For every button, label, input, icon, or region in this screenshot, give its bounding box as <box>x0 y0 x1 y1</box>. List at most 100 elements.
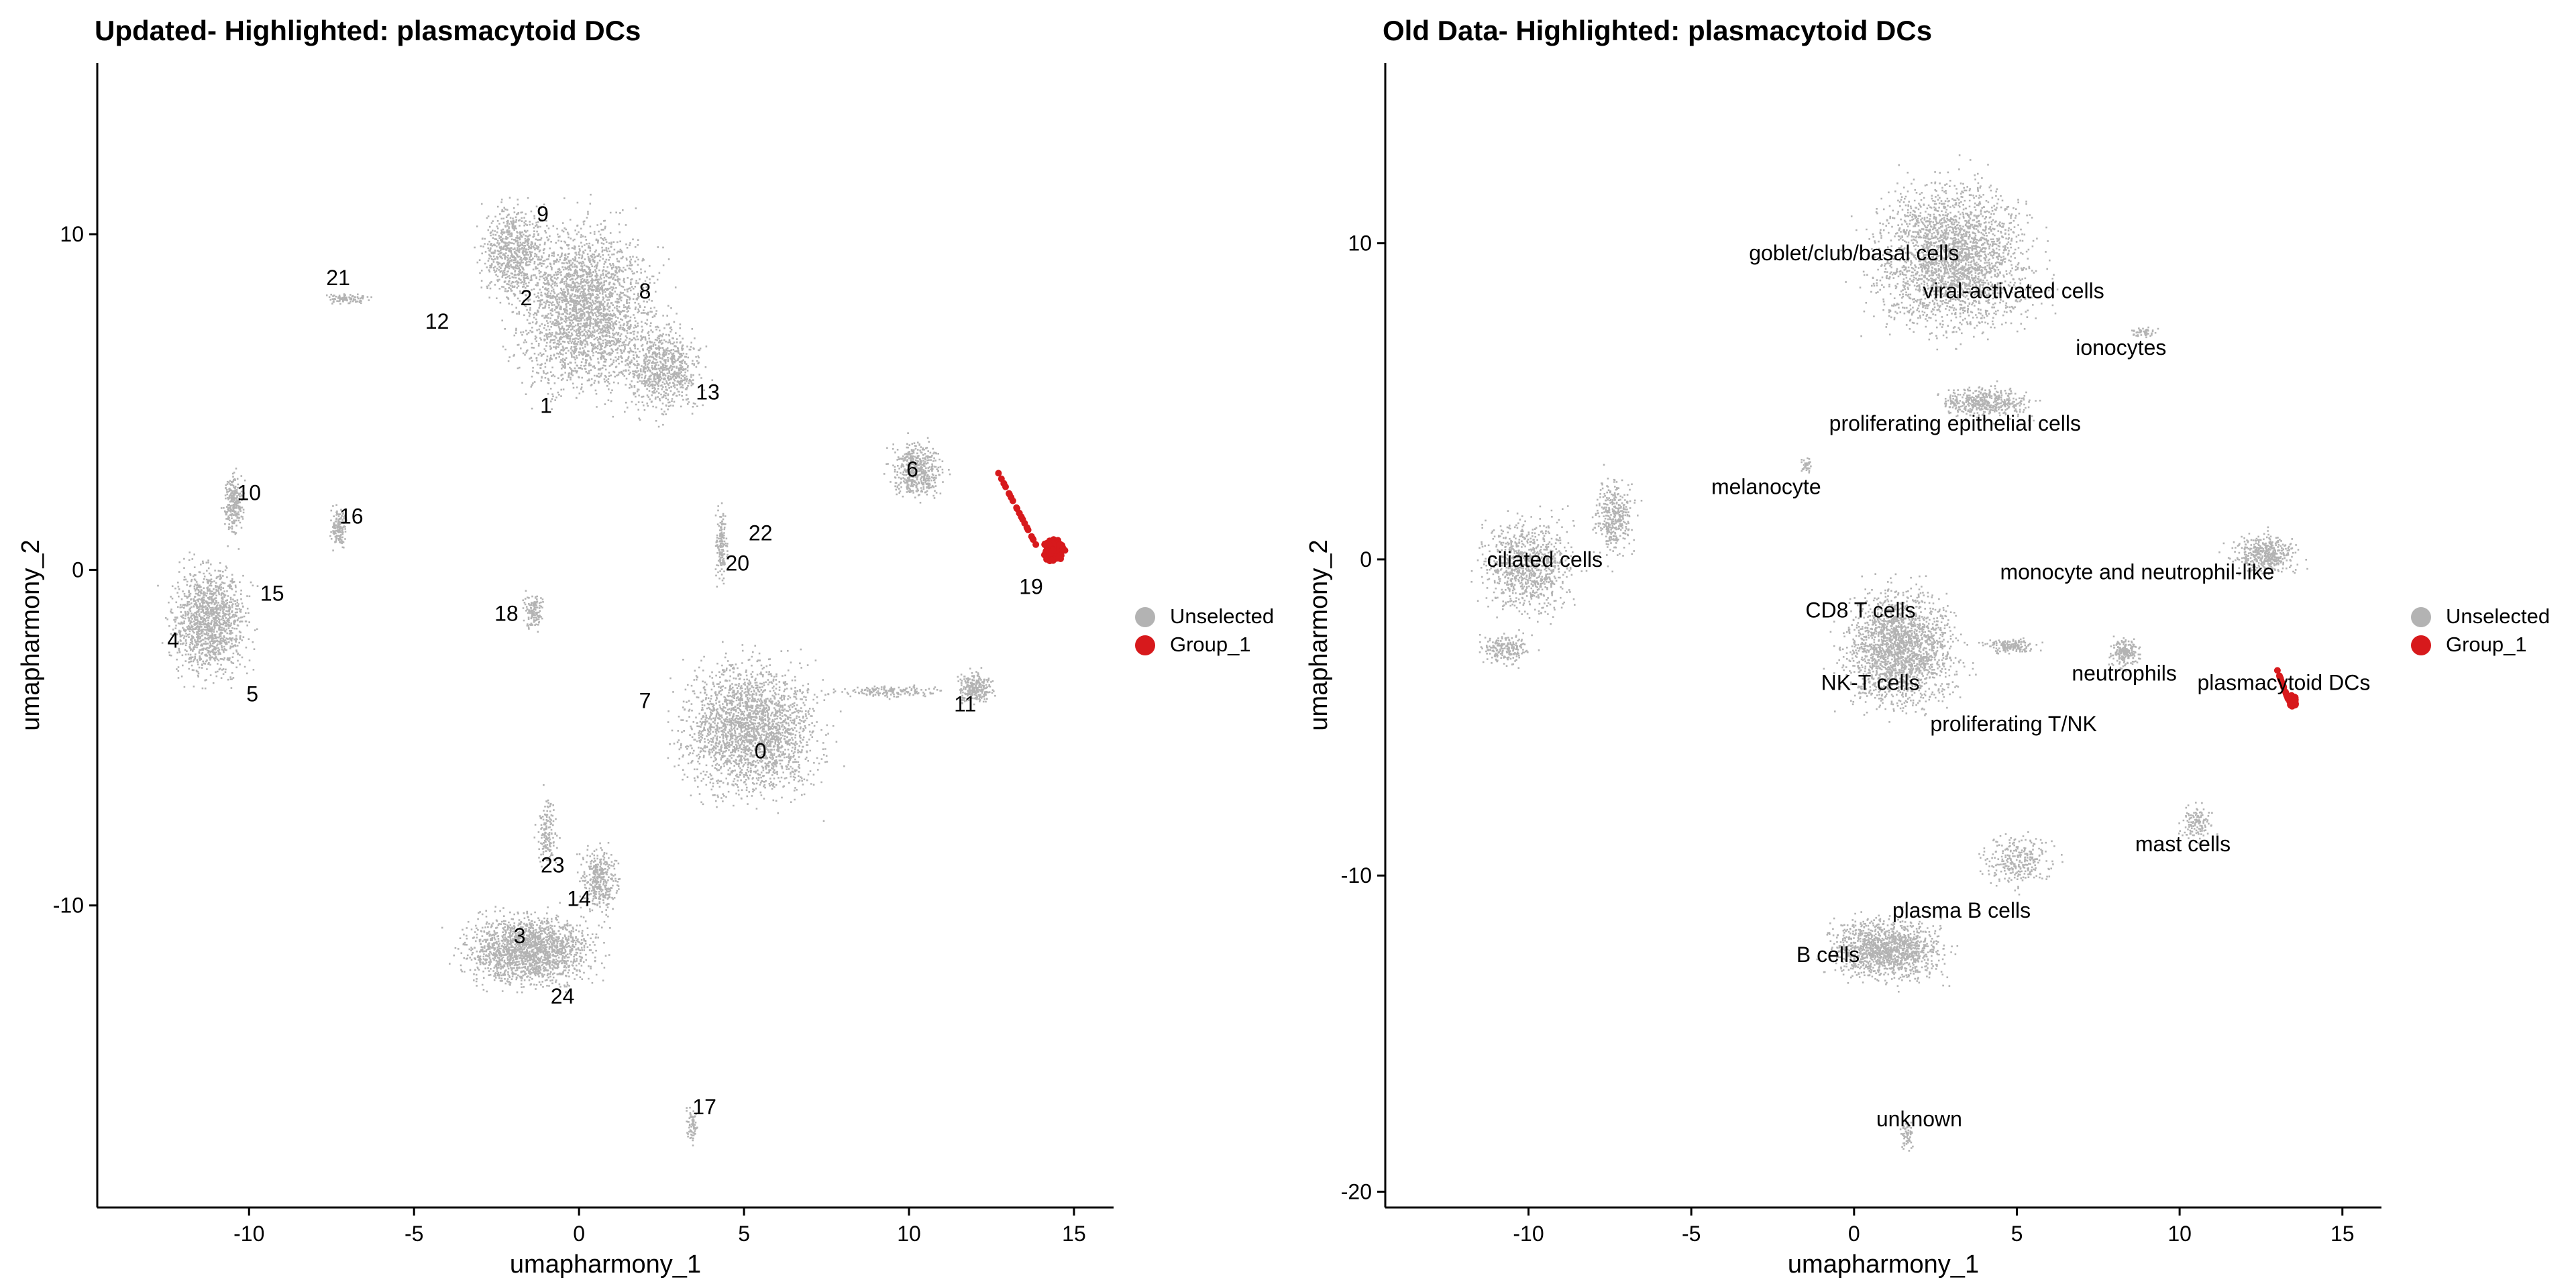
cluster-points <box>1978 637 2043 655</box>
cluster-label: 12 <box>425 309 449 333</box>
group-1-swatch-icon <box>2411 635 2431 655</box>
cluster-label: 0 <box>755 739 767 763</box>
y-tick-label: -20 <box>1341 1179 1372 1203</box>
cluster-points <box>1840 154 2059 351</box>
group-1-points <box>2273 667 2299 710</box>
x-tick-label: 10 <box>2167 1222 2192 1246</box>
cluster-points <box>667 641 845 822</box>
cluster-label: 13 <box>696 380 720 404</box>
cluster-points <box>2108 635 2141 673</box>
unselected-points <box>1470 154 2308 1152</box>
cluster-points <box>474 197 555 309</box>
cluster-label: 10 <box>237 480 262 504</box>
group-1-point <box>1006 491 1013 498</box>
cluster-label: neutrophils <box>2072 661 2177 686</box>
cluster-label: 3 <box>514 924 526 948</box>
group-1-point <box>1016 510 1023 517</box>
cluster-label: unknown <box>1876 1107 1962 1131</box>
chart-title: Updated- Highlighted: plasmacytoid DCs <box>95 15 641 46</box>
group-1-point <box>1019 516 1026 523</box>
group-1-point <box>1009 497 1016 504</box>
group-1-point <box>1056 541 1063 549</box>
cluster-label: 18 <box>494 602 519 626</box>
cluster-points <box>2131 326 2159 339</box>
cluster-label: ionocytes <box>2076 335 2166 360</box>
group-1-points <box>995 470 1069 565</box>
unselected-swatch-icon <box>2411 607 2431 627</box>
group-1-point <box>995 470 1002 477</box>
cluster-points <box>1978 831 2063 896</box>
cluster-points <box>501 193 680 428</box>
cluster-label: plasmacytoid DCs <box>2197 671 2370 695</box>
group-1-point <box>2279 683 2287 690</box>
x-tick-label: 0 <box>573 1222 585 1246</box>
cluster-points <box>1816 906 1959 993</box>
cluster-points <box>1479 629 1540 669</box>
cluster-label: mast cells <box>2135 832 2231 856</box>
cluster-label: CD8 T cells <box>1805 598 1915 622</box>
cluster-label: 22 <box>749 521 773 545</box>
x-axis-label: umapharmony_1 <box>510 1250 701 1279</box>
y-axis-label: umapharmony_2 <box>1305 539 1333 731</box>
cluster-label: 6 <box>906 457 918 481</box>
cluster-label: 17 <box>692 1095 716 1119</box>
x-axis-label: umapharmony_1 <box>1788 1250 1979 1279</box>
right-umap-plot: Old Data- Highlighted: plasmacytoid DCs -… <box>1305 15 2381 1279</box>
cluster-label: 21 <box>326 266 350 290</box>
cluster-label: 1 <box>540 393 552 417</box>
x-tick-label: 15 <box>1062 1222 1086 1246</box>
cluster-points <box>2218 526 2308 576</box>
cluster-label: 5 <box>246 682 258 706</box>
cluster-points <box>441 902 611 994</box>
cluster-points <box>686 1106 698 1146</box>
cluster-label: ciliated cells <box>1487 547 1603 572</box>
cluster-points <box>329 504 350 551</box>
group-1-point <box>1029 535 1036 542</box>
x-tick-label: 5 <box>738 1222 750 1246</box>
cluster-points <box>623 311 714 426</box>
cluster-label: monocyte and neutrophil-like <box>2000 560 2274 584</box>
x-tick-label: -10 <box>233 1222 264 1246</box>
cluster-label: 9 <box>537 202 549 226</box>
cluster-points <box>325 293 372 305</box>
cluster-label: 8 <box>639 279 651 303</box>
cluster-points <box>1470 505 1588 625</box>
x-tick-label: -10 <box>1513 1222 1544 1246</box>
group-1-swatch-icon <box>1135 635 1155 655</box>
chart-title: Old Data- Highlighted: plasmacytoid DCs <box>1383 15 1932 46</box>
legend-label: Group_1 <box>1170 633 1251 656</box>
cluster-points <box>714 502 729 588</box>
x-tick-label: 10 <box>897 1222 921 1246</box>
cluster-points <box>522 590 544 633</box>
group-1-point <box>1041 541 1049 548</box>
unselected-swatch-icon <box>1135 607 1155 627</box>
x-tick-label: -5 <box>405 1222 423 1246</box>
cluster-label: goblet/club/basal cells <box>1749 241 1959 265</box>
group-1-point <box>2277 675 2284 682</box>
right-umap-panel: Old Data- Highlighted: plasmacytoid DCs -… <box>1288 0 2576 1288</box>
x-tick-label: 0 <box>1848 1222 1860 1246</box>
cluster-points <box>883 432 951 504</box>
cluster-label: 23 <box>541 853 565 877</box>
cluster-points <box>1801 457 1812 474</box>
y-tick-label: -10 <box>53 894 84 918</box>
x-tick-label: 5 <box>2011 1222 2023 1246</box>
cluster-points <box>1899 1120 1914 1152</box>
cluster-points <box>157 545 259 690</box>
group-1-point <box>2282 690 2290 697</box>
x-tick-label: 15 <box>2330 1222 2355 1246</box>
y-tick-label: 10 <box>60 222 84 246</box>
left-umap-plot: Updated- Highlighted: plasmacytoid DCs -1… <box>17 15 1114 1279</box>
group-1-point <box>1024 527 1032 533</box>
legend-label: Group_1 <box>2446 633 2527 656</box>
cluster-label: 16 <box>339 504 364 528</box>
cluster-label: 14 <box>567 887 591 911</box>
group-1-point <box>2273 667 2281 674</box>
cluster-label: viral-activated cells <box>1923 278 2104 303</box>
cluster-label: B cells <box>1796 943 1860 967</box>
y-axis-label: umapharmony_2 <box>17 539 45 731</box>
unselected-points <box>157 193 996 1146</box>
legend-label: Unselected <box>2446 604 2551 628</box>
y-tick-label: 0 <box>1360 547 1372 572</box>
cluster-label: 7 <box>639 689 651 713</box>
